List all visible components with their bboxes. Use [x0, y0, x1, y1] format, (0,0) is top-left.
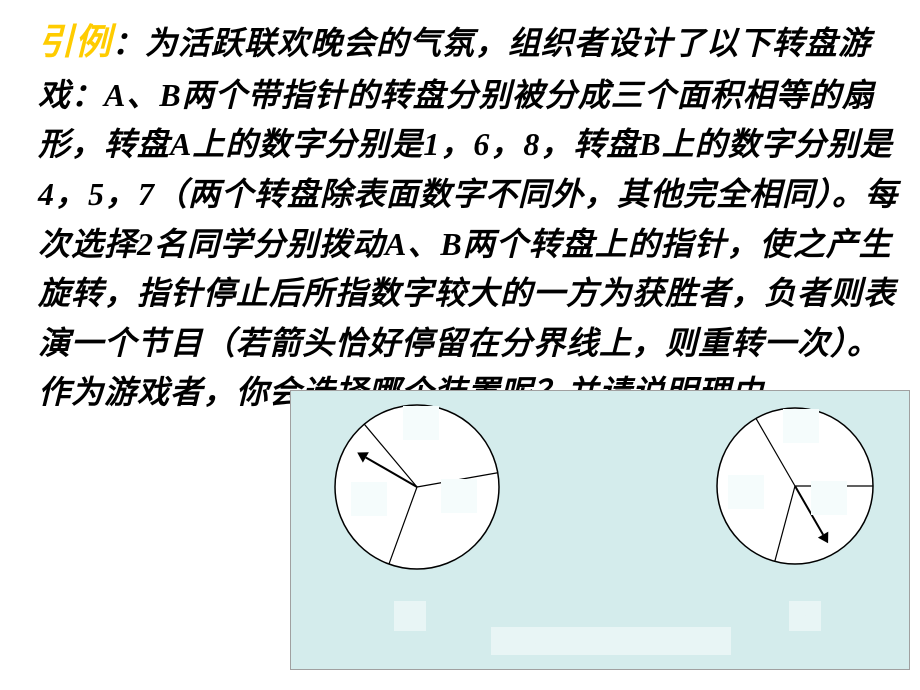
body-text: ：为活跃联欢晚会的气氛，组织者设计了以下转盘游戏：A、B两个带指针的转盘分别被分… [38, 25, 898, 410]
wheel-b-num: 7 [811, 481, 847, 515]
highlight-label: 引例 [38, 22, 112, 62]
wheel-b-num: 5 [728, 475, 764, 509]
caption: 图2 联欢晚会游戏转盘 [491, 627, 731, 655]
label-b: B [789, 601, 821, 631]
diagram-container: 1 6 8 45 7 A B 图2 联欢晚会游戏转盘 [290, 390, 910, 670]
wheel-a-num: 8 [441, 479, 477, 513]
wheel-b-num: 4 [783, 409, 819, 443]
label-a: A [394, 601, 426, 631]
problem-text: 引例：为活跃联欢晚会的气氛，组织者设计了以下转盘游戏：A、B两个带指针的转盘分别… [38, 15, 900, 418]
wheel-a-num: 6 [351, 482, 387, 516]
wheel-a-num: 1 [403, 406, 439, 440]
